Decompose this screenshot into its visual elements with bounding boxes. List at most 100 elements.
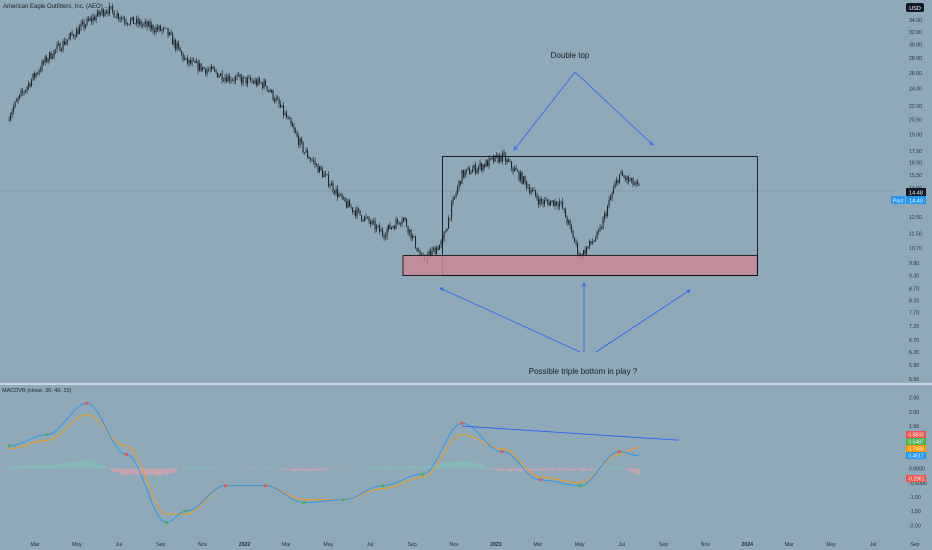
candle-body [571, 225, 573, 232]
candle-body [274, 99, 276, 102]
macd-divergence-line [461, 425, 679, 441]
candle-body [160, 26, 162, 31]
currency-badge-bg[interactable] [906, 3, 924, 12]
candle-body [344, 197, 346, 202]
macd-histogram-bar [528, 468, 530, 471]
indicator-label: MACDVR (close, 30, 40, 10) [2, 388, 72, 394]
candle-body [77, 29, 79, 35]
candle-body [184, 58, 186, 60]
candle-body [158, 26, 160, 30]
time-tick-label: Sep [407, 542, 416, 548]
macd-histogram-bar [584, 468, 586, 472]
macd-histogram-bar [602, 468, 604, 469]
time-tick-label: Sep [910, 542, 919, 548]
candle-body [484, 164, 486, 167]
candle-body [518, 171, 520, 181]
candle-body [479, 163, 481, 167]
crossover-dot [420, 472, 425, 476]
candle-body [73, 34, 75, 37]
triple-bottom-arrow-middle-head [581, 282, 587, 287]
candle-body [70, 32, 72, 37]
macd-histogram-bar [554, 468, 556, 470]
time-tick-label: Jul [115, 542, 122, 548]
candle-body [238, 74, 240, 76]
macd-histogram-bar [428, 465, 430, 469]
macd-histogram-bar [460, 461, 462, 469]
macd-histogram-bar [16, 465, 18, 469]
candle-body [412, 235, 414, 239]
macd-histogram-bar [470, 461, 472, 469]
candle-body [140, 20, 142, 26]
macd-histogram-bar [182, 467, 184, 469]
macd-histogram-bar [126, 468, 128, 476]
candle-body [452, 198, 454, 204]
macd-histogram-bar [530, 468, 532, 471]
macd-histogram-bar [168, 468, 170, 474]
time-tick-label: Mar [31, 542, 40, 548]
time-tick-label: Nov [198, 542, 208, 548]
macd-histogram-bar [592, 468, 594, 470]
candle-body [610, 197, 612, 200]
macd-histogram-bar [374, 467, 376, 469]
price-tick-label: 15.50 [909, 173, 922, 179]
candle-body [511, 161, 513, 169]
candle-body [100, 12, 102, 15]
triple-bottom-arrow-left [439, 287, 581, 353]
candle-body [47, 59, 49, 62]
macd-histogram-bar [242, 468, 244, 470]
candle-body [233, 79, 235, 81]
macd-histogram-bar [84, 459, 86, 469]
price-tick-label: 7.70 [909, 311, 919, 317]
candle-body [476, 170, 478, 174]
macd-histogram-bar [420, 467, 422, 469]
macd-histogram-bar [144, 468, 146, 476]
macd-histogram-bar [194, 465, 196, 469]
candle-body [352, 207, 354, 212]
candle-body [280, 104, 282, 108]
macd-histogram-bar [64, 463, 66, 469]
macd-histogram-bar [170, 468, 172, 474]
macd-histogram-bar [614, 466, 616, 469]
macd-histogram-bar [254, 467, 256, 469]
candle-body [586, 247, 588, 255]
triple-bottom-arrow-right-head [685, 289, 691, 294]
candle-body [505, 154, 507, 162]
macd-histogram-bar [522, 468, 524, 470]
macd-histogram-bar [162, 468, 164, 475]
support-zone [402, 254, 758, 276]
crossover-dot [124, 452, 128, 457]
candle-body [194, 60, 196, 63]
candle-body [302, 141, 304, 153]
candle-body [257, 78, 259, 86]
candle-body [197, 61, 199, 71]
macd-histogram-bar [54, 465, 56, 469]
candle-body [29, 83, 31, 87]
currency-badge[interactable]: USD [909, 6, 921, 12]
candle-body [494, 155, 496, 162]
macd-histogram-bar [228, 468, 230, 469]
macd-histogram-bar [440, 463, 442, 469]
macd-histogram-bar [544, 468, 546, 471]
macd-histogram-bar [450, 462, 452, 469]
macd-histogram-bar [220, 468, 222, 469]
candle-body [79, 27, 81, 35]
candle-body [547, 200, 549, 202]
candle-body [334, 191, 336, 194]
macd-histogram-bar [200, 467, 202, 469]
macd-histogram-bar [454, 461, 456, 469]
crossover-dot [381, 484, 385, 488]
macd-histogram-bar [122, 468, 124, 476]
macd-histogram-bar [510, 468, 512, 472]
macd-histogram-bar [382, 466, 384, 469]
candle-body [533, 189, 535, 191]
candle-body [493, 157, 495, 162]
candle-body [55, 49, 57, 51]
macd-histogram-bar [572, 468, 574, 471]
candle-body [121, 17, 123, 19]
macd-histogram-bar [92, 461, 94, 469]
candle-body [293, 127, 295, 130]
macd-histogram-bar [186, 467, 188, 469]
candle-body [470, 172, 472, 175]
macd-histogram-bar [468, 462, 470, 469]
